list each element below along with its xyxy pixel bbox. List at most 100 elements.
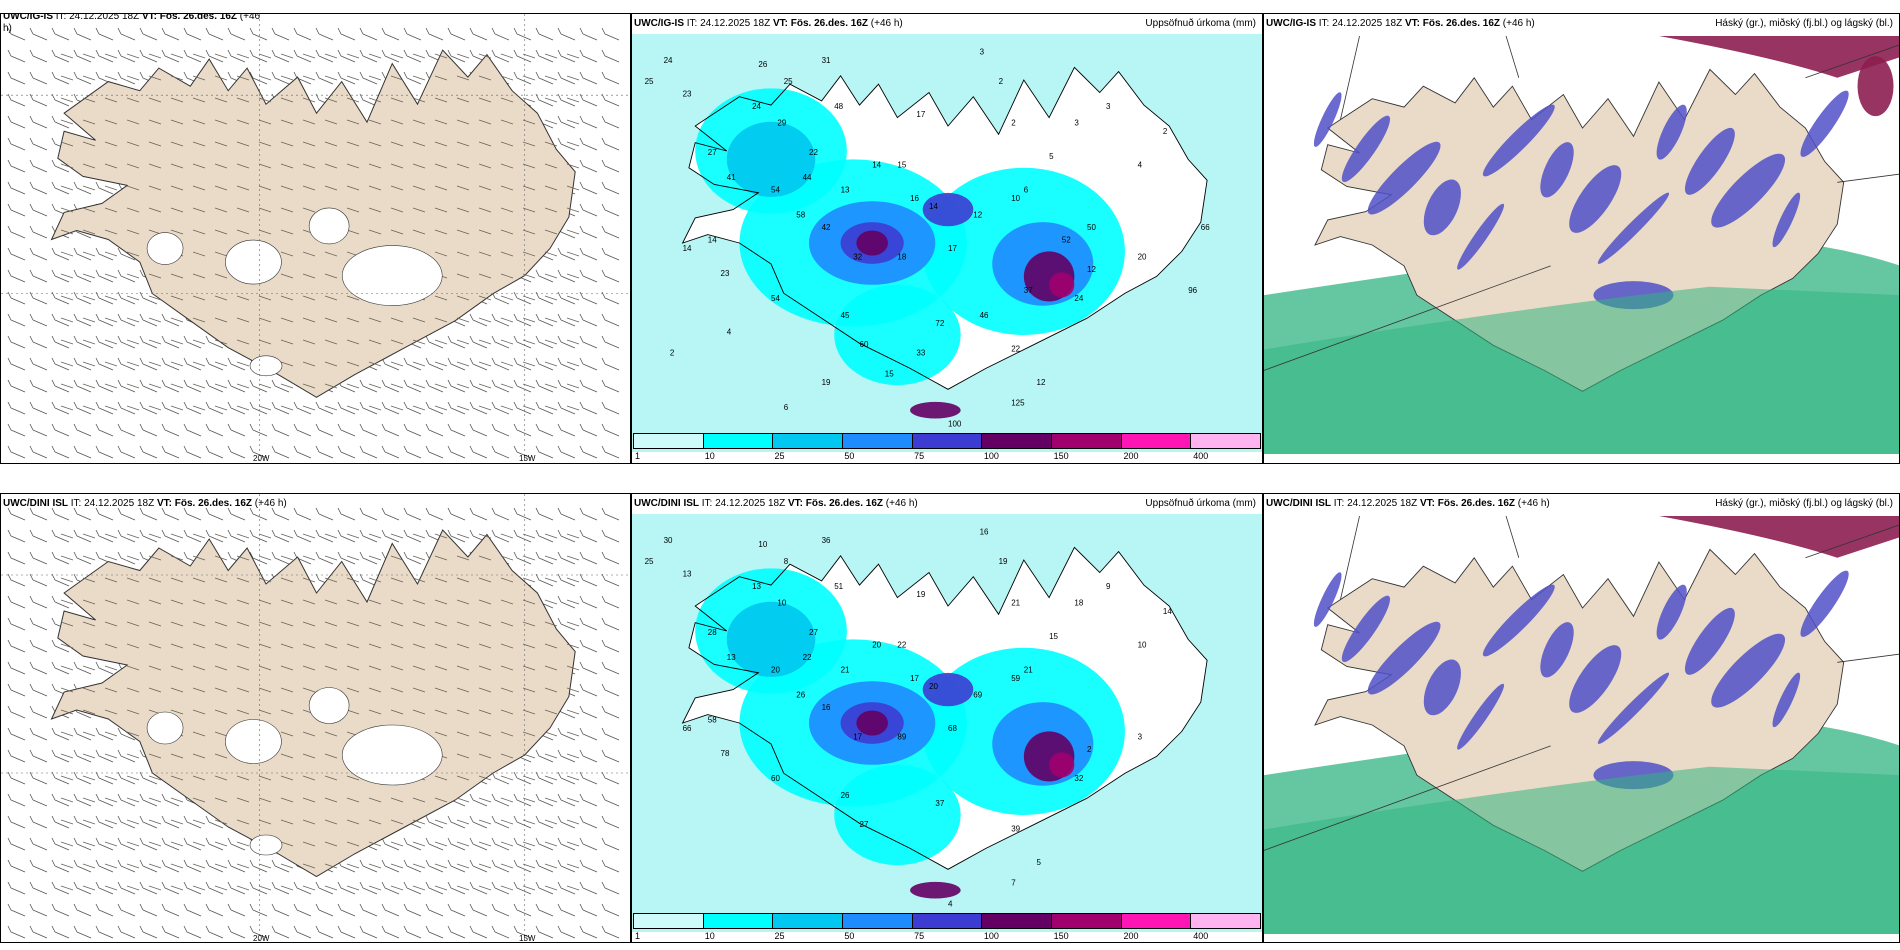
panel-title: UWC/IG-IS IT: 24.12.2025 18Z VT: Fös. 26… xyxy=(634,18,903,29)
colorbar-tick-label: 10 xyxy=(704,931,715,941)
cloud-variable-label: Háský (gr.), miðský (fj.bl.) og lágský (… xyxy=(1715,498,1893,509)
precip-value-label: 3 xyxy=(980,48,985,57)
precip-value-label: 52 xyxy=(1062,236,1071,245)
cloud-panel-top: UWC/IG-IS IT: 24.12.2025 18Z VT: Fös. 26… xyxy=(1263,13,1900,464)
wind-barb-map xyxy=(1,14,630,463)
colorbar-swatch xyxy=(703,914,774,928)
precip-value-label: 4 xyxy=(948,900,953,909)
precip-value-label: 15 xyxy=(897,160,906,169)
precip-value-label: 50 xyxy=(1087,223,1096,232)
colorbar-tick-label: 25 xyxy=(774,451,785,461)
colorbar-swatch xyxy=(1121,914,1192,928)
precip-value-label: 58 xyxy=(708,716,717,725)
colorbar-swatch xyxy=(982,434,1053,448)
cloud-panel-bottom: UWC/DINI ISL IT: 24.12.2025 18Z VT: Fös.… xyxy=(1263,493,1900,943)
precip-value-label: 54 xyxy=(771,294,780,303)
precip-value-label: 13 xyxy=(752,582,761,591)
colorbar-swatch xyxy=(912,914,983,928)
precip-value-label: 12 xyxy=(973,211,982,220)
precip-value-label: 17 xyxy=(910,674,919,683)
precip-value-label: 20 xyxy=(771,666,780,675)
precip-value-label: 5 xyxy=(1037,858,1042,867)
precip-map: 2425232625242922273148441314173224154584… xyxy=(632,34,1262,452)
precip-value-label: 66 xyxy=(1201,223,1210,232)
precip-value-label: 58 xyxy=(796,211,805,220)
precip-value-label: 2 xyxy=(999,77,1004,86)
precip-value-label: 30 xyxy=(664,536,673,545)
colorbar-tick-label: 200 xyxy=(1123,931,1139,941)
precip-value-label: 37 xyxy=(935,799,944,808)
precip-value-label: 26 xyxy=(841,791,850,800)
wind-barb-map xyxy=(1,494,630,942)
colorbar-tick-label: 1 xyxy=(635,931,641,941)
precip-value-label: 25 xyxy=(645,77,654,86)
precip-value-label: 9 xyxy=(1106,582,1111,591)
precip-value-label: 12 xyxy=(1087,265,1096,274)
colorbar-tick-label: 150 xyxy=(1053,931,1069,941)
colorbar-tick-label: 50 xyxy=(844,931,855,941)
colorbar-tick-label: 10 xyxy=(704,451,715,461)
precip-value-label: 10 xyxy=(1138,640,1147,649)
precip-value-label: 20 xyxy=(1138,252,1147,261)
precip-value-label: 24 xyxy=(752,102,761,111)
precip-variable-label: Uppsöfnuð úrkoma (mm) xyxy=(1145,498,1256,509)
precip-value-label: 46 xyxy=(980,311,989,320)
colorbar-tick-label: 150 xyxy=(1053,451,1069,461)
colorbar-swatch xyxy=(1191,914,1261,928)
precip-value-label: 3 xyxy=(1106,102,1111,111)
precip-panel-top: UWC/IG-IS IT: 24.12.2025 18Z VT: Fös. 26… xyxy=(631,13,1263,464)
precip-value-label: 19 xyxy=(916,590,925,599)
precip-value-label: 15 xyxy=(1049,632,1058,641)
precip-value-label: 100 xyxy=(948,420,962,429)
precip-value-label: 78 xyxy=(721,749,730,758)
precip-value-label: 2 xyxy=(1087,745,1092,754)
precip-value-label: 21 xyxy=(1011,599,1020,608)
precip-value-label: 27 xyxy=(860,820,869,829)
lon-label-15w: 15W xyxy=(519,454,536,463)
colorbar-tick-label: 100 xyxy=(983,451,999,461)
precip-value-label: 66 xyxy=(683,724,692,733)
precip-value-label: 18 xyxy=(1074,599,1083,608)
precip-colorbar xyxy=(633,913,1261,929)
precip-value-label: 29 xyxy=(777,119,786,128)
precip-value-label: 32 xyxy=(853,252,862,261)
precip-value-label: 42 xyxy=(822,223,831,232)
precip-value-label: 37 xyxy=(1024,286,1033,295)
colorbar-swatch xyxy=(703,434,774,448)
precip-value-label: 6 xyxy=(1024,186,1029,195)
colorbar-swatch xyxy=(1121,434,1192,448)
colorbar-swatch xyxy=(843,914,913,928)
precip-value-label: 39 xyxy=(1011,824,1020,833)
precip-value-label: 3 xyxy=(1138,732,1143,741)
precip-value-label: 17 xyxy=(948,244,957,253)
precip-value-label: 4 xyxy=(727,328,732,337)
cloud-map xyxy=(1264,516,1899,934)
precip-value-label: 16 xyxy=(980,528,989,537)
precip-value-label: 6 xyxy=(784,403,789,412)
precip-value-label: 7 xyxy=(1011,879,1016,888)
colorbar-tick-label: 50 xyxy=(844,451,855,461)
precip-value-label: 10 xyxy=(758,540,767,549)
precip-value-label: 68 xyxy=(948,724,957,733)
precip-value-label: 60 xyxy=(860,340,869,349)
precip-value-label: 26 xyxy=(758,60,767,69)
precip-value-label: 45 xyxy=(841,311,850,320)
precip-value-label: 27 xyxy=(809,628,818,637)
precip-value-label: 25 xyxy=(645,557,654,566)
precip-value-label: 2 xyxy=(1163,127,1168,136)
precip-value-label: 25 xyxy=(784,77,793,86)
colorbar-swatch xyxy=(982,914,1053,928)
panel-title: UWC/DINI ISL IT: 24.12.2025 18Z VT: Fös.… xyxy=(634,498,918,509)
wind-panel-bottom: UWC/DINI ISL IT: 24.12.2025 18Z VT: Fös.… xyxy=(0,493,631,943)
precip-value-label: 15 xyxy=(885,369,894,378)
colorbar-swatch xyxy=(1191,434,1261,448)
colorbar-swatch xyxy=(843,434,913,448)
colorbar-tick-label: 400 xyxy=(1193,931,1209,941)
precip-value-label: 31 xyxy=(822,56,831,65)
precip-value-label: 10 xyxy=(777,599,786,608)
wind-panel-top: UWC/IG-IS IT: 24.12.2025 18Z VT: Fös. 26… xyxy=(0,13,631,464)
precip-value-label: 51 xyxy=(834,582,843,591)
precip-value-label: 19 xyxy=(822,378,831,387)
colorbar-swatch xyxy=(634,914,704,928)
panel-title: UWC/DINI ISL IT: 24.12.2025 18Z VT: Fös.… xyxy=(3,498,287,509)
